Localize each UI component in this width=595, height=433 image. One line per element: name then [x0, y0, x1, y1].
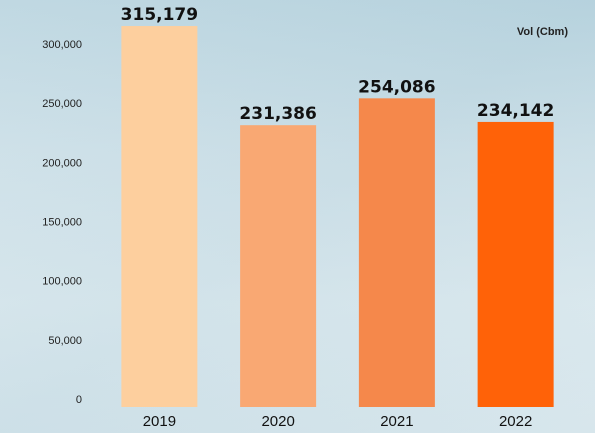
x-axis-ticks: 2019 2020 2021 2022	[143, 413, 533, 430]
data-label-2020: 231,386	[239, 104, 316, 124]
unit-label: Vol (Cbm)	[517, 26, 568, 38]
bar-2021	[358, 98, 435, 407]
y-tick-label: 300,000	[42, 39, 82, 51]
bar-2019	[121, 26, 198, 408]
data-label-2019: 315,179	[121, 5, 198, 25]
x-tick-label-2020: 2020	[261, 413, 294, 430]
bar-2022	[477, 121, 554, 407]
y-tick-label: 200,000	[42, 157, 82, 169]
y-tick-label: 100,000	[42, 276, 82, 288]
x-tick-label-2021: 2021	[380, 413, 413, 430]
y-tick-label: 50,000	[48, 335, 82, 347]
data-label-2021: 254,086	[358, 77, 435, 97]
y-tick-label: 0	[76, 394, 82, 406]
bar-2020	[240, 125, 317, 407]
x-tick-label-2019: 2019	[143, 413, 176, 430]
data-labels: 315,179 231,386 254,086 234,142	[121, 5, 555, 124]
x-tick-label-2022: 2022	[499, 413, 532, 430]
y-axis-ticks: 0 50,000 100,000 150,000 200,000 250,000 300,0…	[42, 39, 82, 406]
bars	[121, 26, 554, 408]
y-tick-label: 150,000	[42, 217, 82, 229]
data-label-2022: 234,142	[477, 101, 554, 121]
y-tick-label: 250,000	[42, 98, 82, 110]
